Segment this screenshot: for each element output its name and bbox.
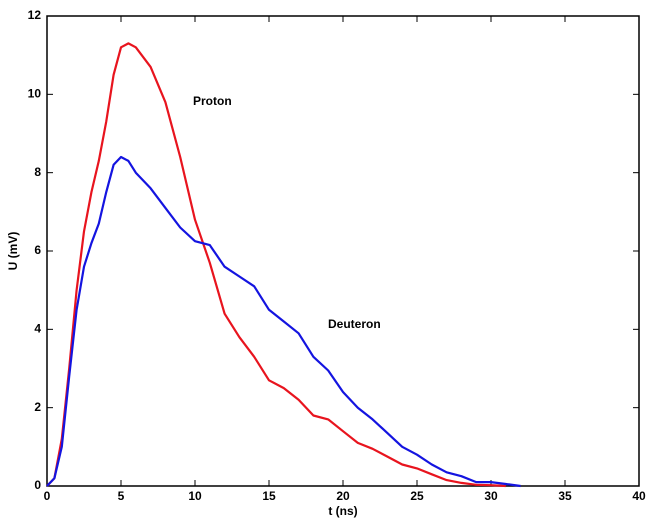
x-tick-label: 20	[336, 489, 350, 503]
x-tick-label: 10	[188, 489, 202, 503]
y-tick-label: 2	[34, 400, 41, 414]
x-tick-label: 30	[484, 489, 498, 503]
y-axis-label: U (mV)	[6, 232, 20, 271]
series-label: Deuteron	[328, 317, 381, 331]
series-label: Proton	[193, 94, 232, 108]
x-tick-label: 25	[410, 489, 424, 503]
y-tick-label: 6	[34, 243, 41, 257]
x-tick-label: 40	[632, 489, 646, 503]
y-tick-label: 8	[34, 165, 41, 179]
line-series	[46, 42, 506, 488]
plot-frame	[46, 15, 640, 487]
x-tick-label: 0	[44, 489, 51, 503]
y-tick-label: 12	[28, 8, 42, 22]
x-tick-label: 15	[262, 489, 276, 503]
line-series	[46, 155, 521, 488]
y-tick-label: 4	[34, 322, 41, 336]
y-tick-label: 10	[28, 87, 42, 101]
y-tick-label: 0	[34, 478, 41, 492]
x-tick-label: 5	[118, 489, 125, 503]
x-tick-label: 35	[558, 489, 572, 503]
x-axis-label: t (ns)	[328, 504, 357, 518]
